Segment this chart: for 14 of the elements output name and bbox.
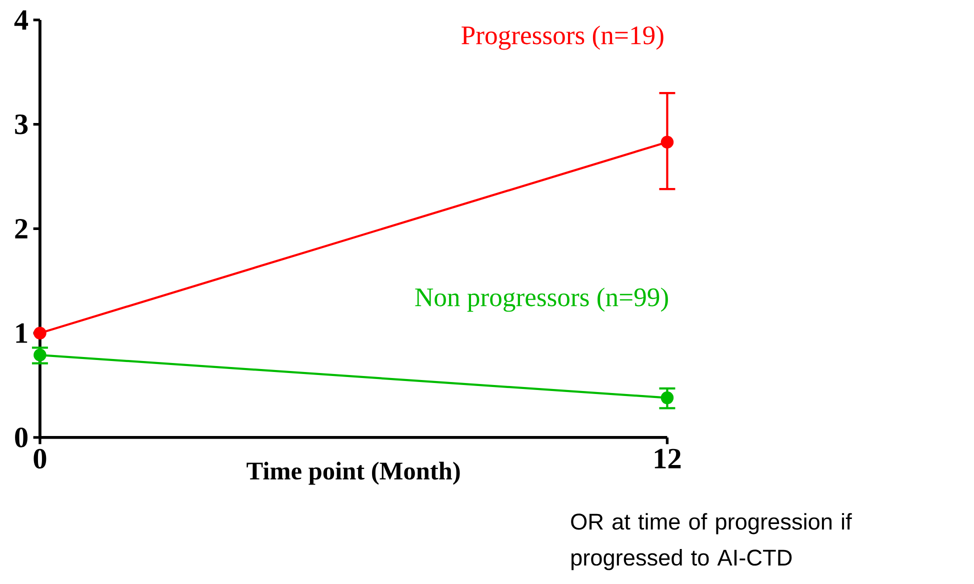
point — [34, 348, 46, 362]
y-tick-label: 3 — [15, 114, 28, 134]
point — [660, 136, 674, 148]
y-tick-label: 4 — [14, 10, 28, 30]
x-tick-label: 12 — [654, 448, 681, 468]
point — [34, 326, 46, 340]
text: Progressors (n=19) — [462, 25, 664, 50]
point — [660, 391, 674, 404]
x-axis-title: Time point (Month) — [246, 462, 460, 485]
text: OR at time of progression if progressed to AI-CTD — [571, 512, 852, 570]
y-tick-label: 0 — [15, 427, 28, 448]
text: Non progressors (n=99) — [415, 287, 668, 312]
y-tick-label: 2 — [15, 218, 28, 238]
y-tick-label: 1 — [16, 323, 28, 343]
